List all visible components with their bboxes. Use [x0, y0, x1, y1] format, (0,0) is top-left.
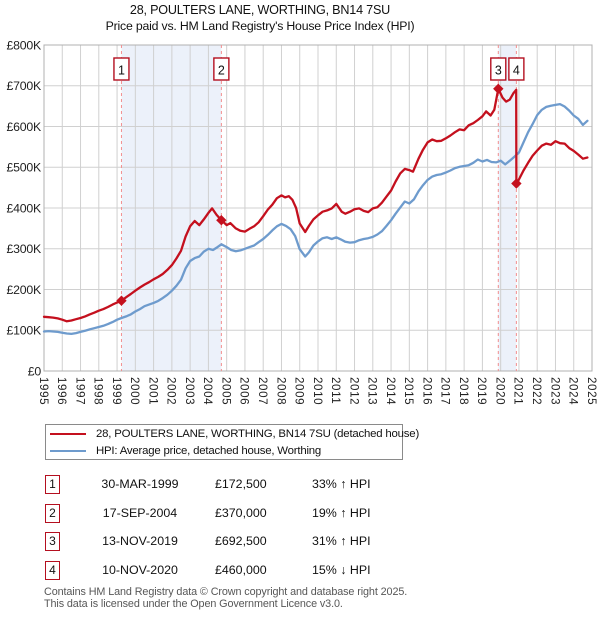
x-axis-tick-label: 2015: [402, 377, 415, 405]
y-axis-tick-label: £800K: [6, 38, 42, 52]
sale-point-marker: [511, 178, 522, 189]
x-axis-tick-label: 2003: [183, 377, 196, 405]
x-axis-tick-label: 2024: [567, 377, 580, 405]
sale-number-box: [213, 57, 230, 81]
x-axis-tick-label: 2023: [548, 377, 561, 405]
sale-number-label: 2: [218, 64, 225, 78]
transaction-price: £460,000: [215, 562, 267, 577]
sale-number-box: [508, 57, 525, 81]
x-axis-tick-label: 1995: [37, 377, 50, 405]
sale-point-marker: [116, 295, 127, 306]
x-axis-tick-label: 2013: [366, 377, 379, 405]
y-axis-tick-label: £0: [28, 364, 42, 378]
x-axis-tick-label: 2021: [512, 377, 525, 405]
footer: Contains HM Land Registry data © Crown c…: [44, 586, 596, 610]
x-axis-tick-label: 2009: [293, 377, 306, 405]
transaction-hpi-delta: 31% ↑ HPI: [312, 534, 371, 548]
footer-line-copyright: Contains HM Land Registry data © Crown c…: [44, 586, 408, 598]
chart-subtitle: Price paid vs. HM Land Registry's House …: [105, 19, 415, 33]
y-axis-tick-label: £700K: [6, 79, 42, 93]
transaction-date: 17-SEP-2004: [102, 505, 178, 520]
x-axis-tick-label: 1998: [92, 377, 105, 405]
x-axis-tick-label: 2020: [494, 377, 507, 405]
transaction-price: £172,500: [215, 477, 267, 491]
hpi-line: [42, 102, 589, 336]
sale-number-box: [113, 57, 130, 81]
table-row: 4 10-NOV-2020 £460,000 15% ↓ HPI: [45, 560, 585, 581]
legend: 28, POULTERS LANE, WORTHING, BN14 7SU (d…: [45, 424, 419, 460]
transaction-number-badge: 2: [45, 503, 60, 523]
legend-item-hpi: HPI: Average price, detached house, Wort…: [50, 443, 402, 459]
x-axis-tick-label: 2014: [384, 377, 397, 405]
price-chart: 1 2 3 4 £0 £100K £200K £300K £400K £500K £600K £700…: [6, 38, 598, 405]
table-row: 2 17-SEP-2004 £370,000 19% ↑ HPI: [45, 503, 585, 524]
x-axis-tick-label: 1997: [73, 377, 86, 405]
plot-border: [43, 44, 593, 372]
transaction-hpi-delta: 33% ↑ HPI: [312, 477, 371, 491]
x-axis-tick-label: 1999: [110, 377, 123, 405]
legend-label-property: 28, POULTERS LANE, WORTHING, BN14 7SU (d…: [96, 428, 420, 440]
x-axis-tick-label: 2018: [457, 377, 470, 405]
sale-number-label: 1: [118, 64, 125, 78]
transaction-price: £692,500: [215, 534, 267, 548]
transaction-number-badge: 3: [45, 532, 60, 551]
table-row: 1 30-MAR-1999 £172,500 33% ↑ HPI: [45, 475, 585, 495]
x-axis-tick-label: 2012: [347, 377, 360, 405]
transaction-number-badge: 4: [45, 560, 60, 580]
x-axis-tick-label: 2022: [530, 377, 543, 405]
transaction-date: 10-NOV-2020: [102, 562, 178, 577]
x-axis-tick-label: 1996: [55, 377, 68, 405]
y-axis-tick-label: £400K: [6, 201, 42, 215]
transaction-hpi-delta: 15% ↓ HPI: [312, 562, 371, 577]
table-row: 3 13-NOV-2019 £692,500 31% ↑ HPI: [45, 532, 585, 552]
x-axis-tick-label: 2006: [238, 377, 251, 405]
transaction-number-badge: 1: [45, 475, 60, 494]
x-axis-tick-label: 2007: [256, 377, 269, 405]
transaction-date: 13-NOV-2019: [102, 534, 178, 548]
x-axis-tick-label: 2005: [220, 377, 233, 405]
x-axis-tick-label: 2001: [146, 377, 159, 405]
x-axis-tick-label: 2002: [165, 377, 178, 405]
sale-number-label: 3: [495, 64, 502, 78]
chart-header: 28, POULTERS LANE, WORTHING, BN14 7SU Pr…: [0, 2, 520, 34]
sale-point-marker: [493, 83, 504, 95]
property-price-line: [42, 87, 589, 323]
x-axis-tick-label: 2017: [439, 377, 452, 405]
sale-number-label: 4: [513, 64, 520, 78]
y-axis-tick-label: £600K: [6, 120, 42, 134]
x-axis-tick-label: 2000: [128, 377, 141, 405]
x-axis-tick-label: 2010: [311, 377, 324, 405]
transaction-hpi-delta: 19% ↑ HPI: [312, 505, 371, 520]
x-axis-tick-label: 2025: [585, 377, 598, 405]
x-axis-tick-label: 2008: [274, 377, 287, 405]
hpi-line-swatch: [50, 450, 86, 452]
x-axis-tick-label: 2004: [201, 377, 214, 405]
y-axis-tick-label: £100K: [6, 324, 42, 338]
sale-point-marker: [216, 215, 227, 226]
legend-label-hpi: HPI: Average price, detached house, Wort…: [96, 445, 322, 457]
x-axis-tick-label: 2016: [420, 377, 433, 405]
property-line-swatch: [50, 433, 86, 435]
transaction-date: 30-MAR-1999: [101, 477, 179, 491]
y-axis-tick-label: £200K: [6, 283, 42, 297]
y-axis-tick-label: £300K: [6, 242, 42, 256]
transaction-price: £370,000: [215, 505, 267, 520]
footer-line-licence: This data is licensed under the Open Gov…: [44, 597, 343, 610]
legend-item-property: 28, POULTERS LANE, WORTHING, BN14 7SU (d…: [50, 426, 419, 442]
x-axis-tick-label: 2019: [475, 377, 488, 405]
page-title: 28, POULTERS LANE, WORTHING, BN14 7SU: [129, 3, 391, 17]
sale-number-box: [490, 57, 507, 81]
x-axis-tick-label: 2011: [329, 377, 342, 404]
y-axis-tick-label: £500K: [6, 161, 42, 175]
